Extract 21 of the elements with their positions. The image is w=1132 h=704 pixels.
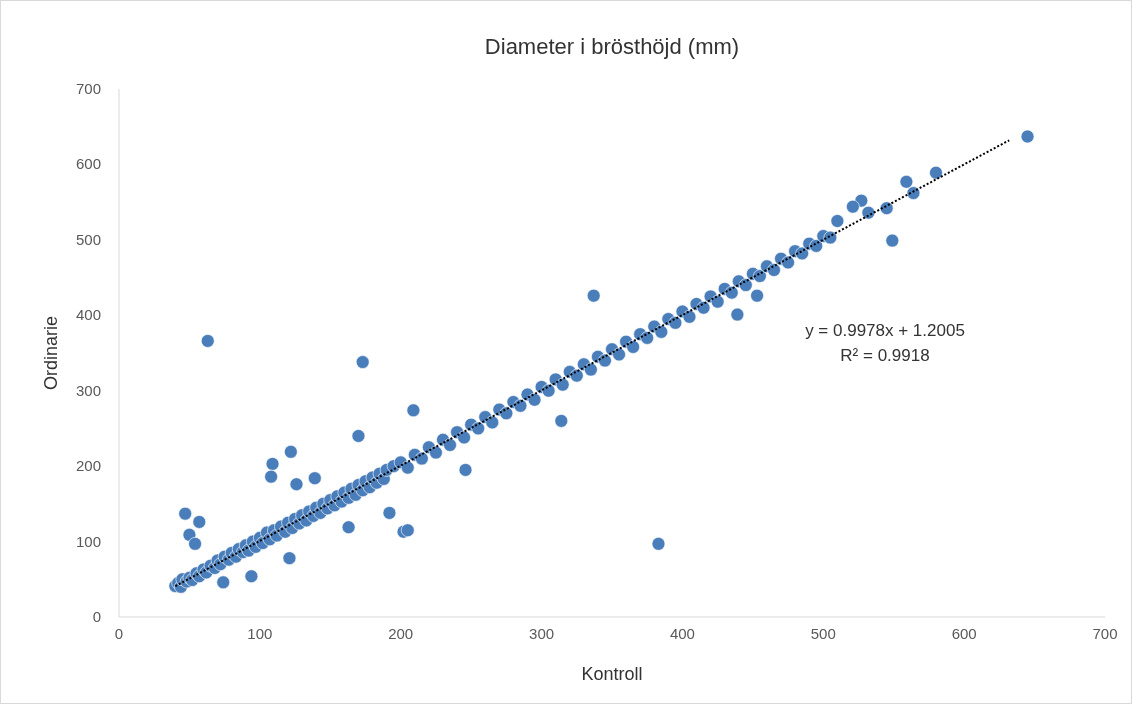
y-axis-title: Ordinarie	[41, 315, 61, 391]
x-tick-label: 500	[810, 625, 836, 642]
annotation: y = 0.9978x + 1.2005	[805, 321, 965, 340]
y-tick-label: 700	[75, 80, 101, 97]
x-tick-label: 100	[247, 625, 273, 642]
annotation: R² = 0.9918	[840, 346, 930, 365]
chart-title: Diameter i brösthöjd (mm)	[484, 34, 740, 59]
y-tick-label: 500	[75, 230, 101, 248]
y-tick-label: 200	[75, 457, 101, 475]
x-tick-label: 600	[951, 625, 977, 642]
y-tick-label: 300	[75, 381, 101, 399]
x-tick-label: 700	[1092, 625, 1118, 642]
x-axis-title: Kontroll	[581, 664, 643, 684]
y-tick-label: 600	[75, 155, 101, 173]
x-tick-label: 200	[388, 625, 414, 642]
y-tick-label: 400	[75, 306, 101, 324]
x-tick-label: 300	[529, 625, 555, 642]
x-tick-label: 0	[114, 625, 124, 642]
x-tick-label: 400	[669, 625, 695, 642]
y-tick-label: 100	[75, 532, 101, 550]
y-tick-label: 0	[92, 608, 101, 625]
